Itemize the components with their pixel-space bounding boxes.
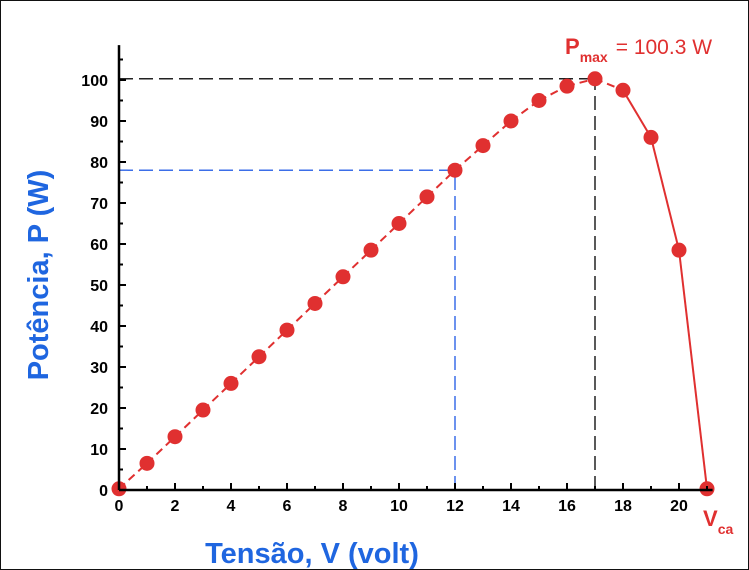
data-point [363, 242, 379, 258]
x-tick-label: 4 [227, 498, 236, 515]
y-tick-label: 100 [81, 73, 108, 90]
x-axis-title: Tensão, V (volt) [205, 538, 419, 570]
vca-symbol: V [703, 506, 718, 531]
y-tick-label: 20 [90, 401, 108, 418]
y-tick-label: 50 [90, 278, 108, 295]
data-point [531, 93, 547, 108]
x-tick-label: 8 [339, 498, 348, 515]
pmax-value: = 100.3 W [616, 36, 712, 59]
vca-subscript: ca [718, 521, 734, 537]
data-point [503, 113, 519, 129]
data-point [475, 138, 491, 154]
series-line-layer [118, 77, 708, 490]
data-point [615, 82, 631, 98]
data-point [671, 242, 687, 258]
x-tick-label: 20 [670, 498, 688, 515]
data-point [419, 189, 435, 205]
series-segment [678, 250, 708, 489]
axes-layer [117, 45, 713, 492]
y-tick-label: 70 [90, 196, 108, 213]
data-point [447, 162, 463, 178]
y-tick-label: 30 [90, 360, 108, 377]
x-tick-label: 18 [614, 498, 632, 515]
x-tick-label: 0 [115, 498, 124, 515]
y-tick-label: 60 [90, 237, 108, 254]
data-point [223, 375, 239, 391]
data-point [391, 216, 407, 231]
x-tick-label: 16 [558, 498, 576, 515]
y-tick-label: 90 [90, 114, 108, 131]
data-point [251, 349, 267, 365]
series-segment [650, 137, 680, 251]
x-tick-label: 10 [390, 498, 408, 515]
vca-annotation: Vca [703, 506, 733, 537]
data-point [643, 129, 659, 145]
data-point [587, 71, 603, 87]
x-tick-labels: 0 2 4 6 8 10 12 14 16 18 20 [115, 498, 688, 515]
data-point [279, 322, 295, 338]
x-tick-label: 2 [171, 498, 180, 515]
x-tick-label: 14 [502, 498, 520, 515]
pmax-symbol: P [565, 34, 580, 59]
y-tick-label: 10 [90, 442, 108, 459]
pmax-subscript: max [580, 49, 608, 65]
y-tick-label: 40 [90, 319, 108, 336]
y-tick-label: 0 [99, 483, 108, 500]
x-tick-label: 6 [283, 498, 292, 515]
data-points-layer [111, 71, 715, 497]
pmax-annotation: Pmax = 100.3 W [565, 34, 712, 65]
series-segment [622, 89, 652, 138]
data-point [335, 269, 351, 285]
data-point [167, 429, 183, 445]
reference-lines-layer [119, 78, 596, 490]
data-point [307, 295, 323, 311]
data-point [139, 455, 155, 471]
data-point [559, 78, 575, 94]
x-tick-label: 12 [446, 498, 464, 515]
y-tick-label: 80 [90, 155, 108, 172]
data-point [195, 402, 211, 418]
y-axis-title: Potência, P (W) [23, 170, 55, 381]
y-tick-labels: 0 10 20 30 40 50 60 70 80 90 100 [81, 73, 108, 500]
